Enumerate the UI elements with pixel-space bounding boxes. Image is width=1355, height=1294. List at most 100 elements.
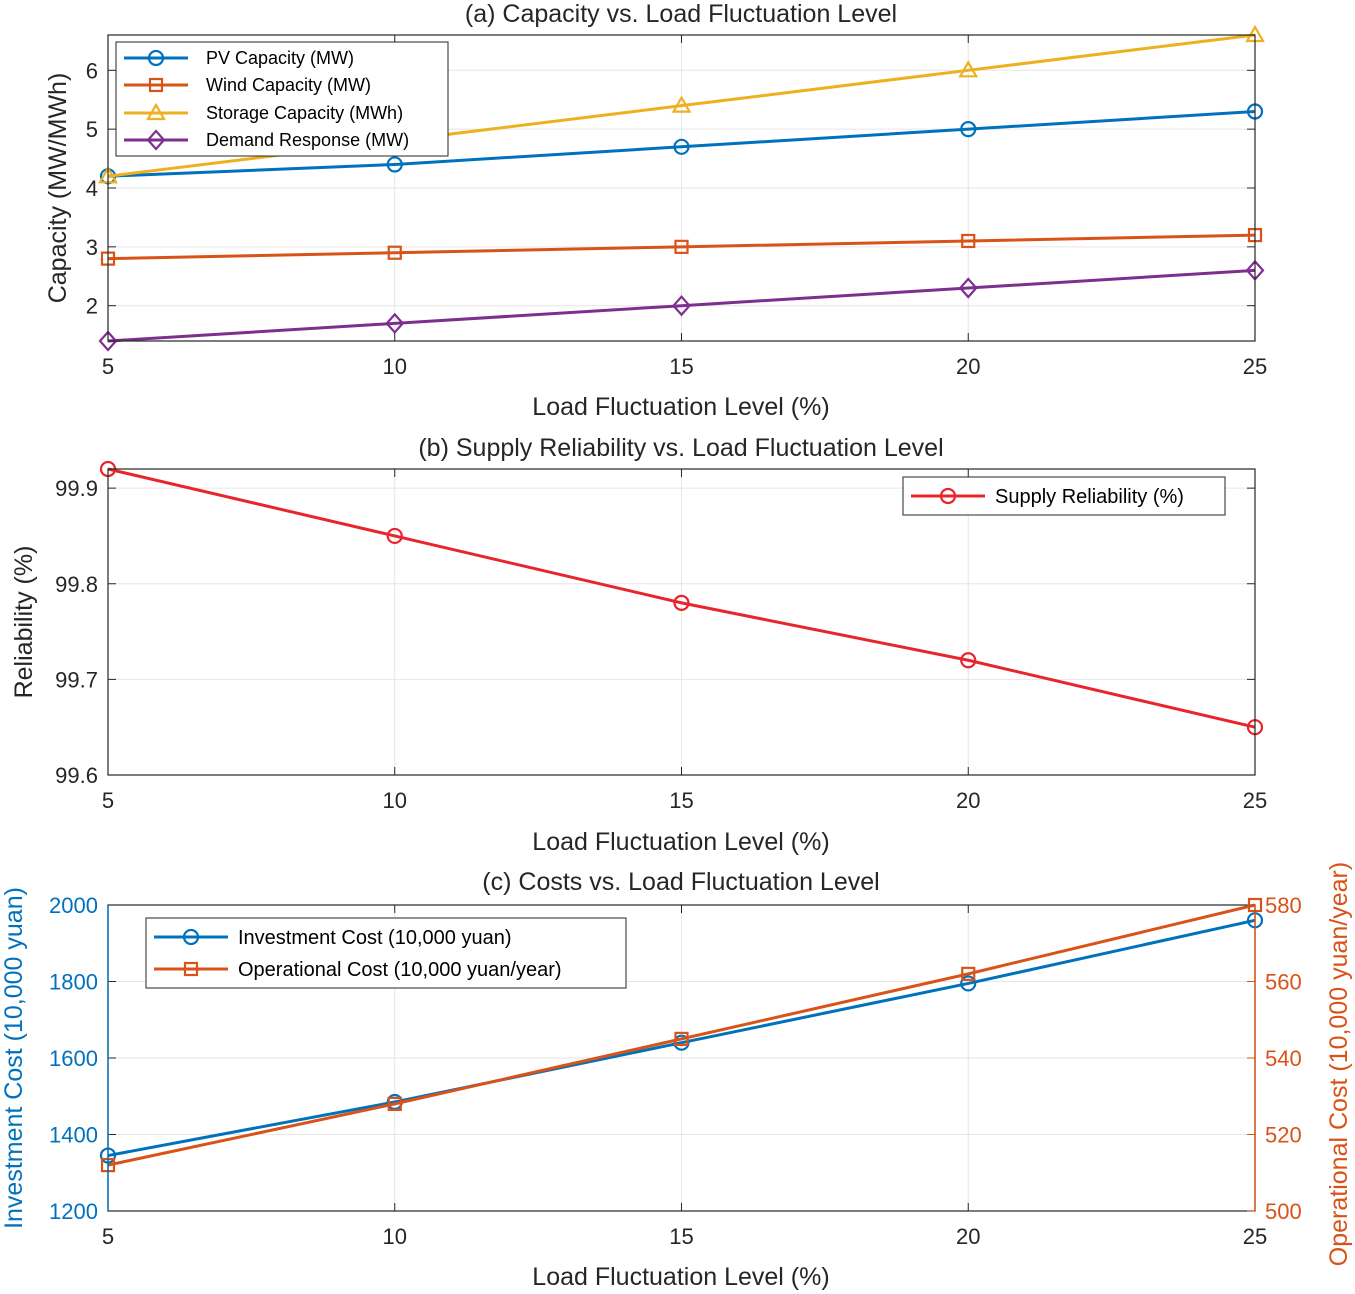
data-point-investment-cost-10-000-yuan xyxy=(960,975,977,992)
legend-entry-storage: Storage Capacity (MWh) xyxy=(124,102,403,123)
x-tick-label: 20 xyxy=(956,354,980,379)
legend-entry-wind: Wind Capacity (MW) xyxy=(124,75,371,95)
legend-marker-shape xyxy=(939,487,957,505)
x-tick-label: 15 xyxy=(669,788,693,813)
legend-marker-shape xyxy=(183,961,199,977)
data-point-operational-cost-10-000-yuan-year xyxy=(387,1096,402,1112)
legend-marker-investment xyxy=(182,928,200,946)
legend-entry-pv: PV Capacity (MW) xyxy=(124,48,354,68)
panel-capacity: (a) Capacity vs. Load Fluctuation Level … xyxy=(44,0,1267,421)
series-line-demand-response-mw xyxy=(107,268,1256,343)
legend-marker-operational xyxy=(183,961,199,977)
x-tick-label: 25 xyxy=(1243,354,1267,379)
y-right-tick-label: 540 xyxy=(1265,1046,1302,1071)
x-tick-label: 15 xyxy=(669,1224,693,1249)
legend-marker-wind xyxy=(148,77,164,93)
series-line-investment-cost-10-000-yuan xyxy=(107,918,1256,1158)
legend-marker-shape xyxy=(146,102,166,121)
data-point-wind-capacity-mw xyxy=(387,245,402,260)
x-tick-label: 15 xyxy=(669,354,693,379)
panel-c-x-ticks: 5 10 15 20 25 xyxy=(102,905,1267,1249)
x-tick-label: 10 xyxy=(383,788,407,813)
legend-entry-investment: Investment Cost (10,000 yuan) xyxy=(154,927,511,949)
y-right-tick-label: 580 xyxy=(1265,893,1302,918)
y-tick-label: 5 xyxy=(86,117,98,142)
data-point-wind-capacity-mw xyxy=(961,233,976,249)
legend-entry-reliability: Supply Reliability (%) xyxy=(911,486,1184,508)
y-tick-label: 2000 xyxy=(49,893,98,918)
x-tick-label: 5 xyxy=(102,1224,114,1249)
data-point-storage-capacity-mwh xyxy=(671,95,692,113)
panel-a-legend: PV Capacity (MW) Wind Capacity (MW) Stor… xyxy=(115,41,449,157)
panel-a-title: (a) Capacity vs. Load Fluctuation Level xyxy=(465,0,897,28)
data-point-storage-capacity-mwh xyxy=(958,60,979,78)
panel-a-xlabel: Load Fluctuation Level (%) xyxy=(532,393,829,421)
panel-reliability: (b) Supply Reliability vs. Load Fluctuat… xyxy=(10,434,1267,856)
data-point-supply-reliability xyxy=(673,594,690,611)
data-point-wind-capacity-mw xyxy=(674,239,689,254)
legend-entry-operational: Operational Cost (10,000 yuan/year) xyxy=(154,959,562,981)
panel-c-xlabel: Load Fluctuation Level (%) xyxy=(532,1263,829,1291)
y-right-tick-label: 500 xyxy=(1265,1199,1302,1224)
panel-c-title: (c) Costs vs. Load Fluctuation Level xyxy=(482,868,879,896)
data-point-operational-cost-10-000-yuan-year xyxy=(961,966,976,981)
y-tick-label: 2 xyxy=(86,294,98,319)
x-tick-label: 25 xyxy=(1243,1224,1267,1249)
panel-b-ylabel: Reliability (%) xyxy=(10,546,38,699)
data-point-pv-capacity-mw xyxy=(673,138,690,155)
panel-c-legend-box xyxy=(145,917,627,989)
y-tick-label: 6 xyxy=(86,58,98,83)
panel-b-xlabel: Load Fluctuation Level (%) xyxy=(532,828,829,856)
panel-c-y-ticks-left: 1200 1400 1600 1800 2000 xyxy=(49,893,116,1224)
x-tick-label: 10 xyxy=(383,1224,407,1249)
data-point-pv-capacity-mw xyxy=(960,121,977,138)
legend-marker-demand xyxy=(146,129,166,151)
panel-b-y-ticks: 99.6 99.7 99.8 99.9 xyxy=(55,476,1255,788)
y-right-tick-label: 560 xyxy=(1265,970,1302,995)
x-tick-label: 25 xyxy=(1243,788,1267,813)
legend-marker-pv xyxy=(147,49,165,67)
y-tick-label: 1200 xyxy=(49,1199,98,1224)
legend-label-operational: Operational Cost (10,000 yuan/year) xyxy=(238,959,562,981)
x-tick-label: 5 xyxy=(102,354,114,379)
panel-a-ylabel: Capacity (MW/MWh) xyxy=(44,73,72,304)
legend-label-reliability: Supply Reliability (%) xyxy=(995,486,1184,508)
y-right-tick-label: 520 xyxy=(1265,1123,1302,1148)
data-point-demand-response-mw xyxy=(958,277,978,299)
panel-b-x-ticks: 5 10 15 20 25 xyxy=(102,469,1267,813)
legend-label-demand: Demand Response (MW) xyxy=(206,130,409,150)
y-tick-label: 99.6 xyxy=(55,763,98,788)
legend-entry-demand: Demand Response (MW) xyxy=(124,129,409,151)
data-point-demand-response-mw xyxy=(672,295,691,317)
panel-b-title: (b) Supply Reliability vs. Load Fluctuat… xyxy=(418,434,943,462)
legend-marker-shape xyxy=(146,129,166,151)
series-line-supply-reliability xyxy=(107,467,1256,729)
panel-c-ylabel-right: Operational Cost (10,000 yuan/year) xyxy=(1325,862,1353,1266)
y-tick-label: 4 xyxy=(86,176,98,201)
legend-marker-shape xyxy=(148,77,164,93)
x-tick-label: 20 xyxy=(956,1224,980,1249)
data-point-supply-reliability xyxy=(386,527,403,545)
data-point-supply-reliability xyxy=(960,652,977,669)
panel-c-series xyxy=(99,897,1264,1173)
series-line-operational-cost-10-000-yuan-year xyxy=(107,903,1256,1167)
legend-label-pv: PV Capacity (MW) xyxy=(206,48,354,68)
panel-b-legend: Supply Reliability (%) xyxy=(902,476,1226,516)
y-tick-label: 1800 xyxy=(49,970,98,995)
y-tick-label: 1400 xyxy=(49,1123,98,1148)
x-tick-label: 20 xyxy=(956,788,980,813)
y-tick-label: 99.8 xyxy=(55,572,98,597)
x-tick-label: 10 xyxy=(383,354,407,379)
data-point-operational-cost-10-000-yuan-year xyxy=(674,1031,689,1046)
data-point-pv-capacity-mw xyxy=(386,156,403,173)
x-tick-label: 5 xyxy=(102,788,114,813)
y-tick-label: 99.7 xyxy=(55,667,98,692)
legend-marker-reliability xyxy=(939,487,957,505)
legend-label-investment: Investment Cost (10,000 yuan) xyxy=(238,927,511,949)
panel-c-y-ticks-right: 500 520 540 560 580 xyxy=(1247,893,1302,1224)
y-tick-label: 3 xyxy=(86,235,98,260)
data-point-demand-response-mw xyxy=(98,330,118,352)
data-point-demand-response-mw xyxy=(385,312,405,335)
legend-label-wind: Wind Capacity (MW) xyxy=(206,75,371,95)
legend-marker-shape xyxy=(147,49,165,67)
